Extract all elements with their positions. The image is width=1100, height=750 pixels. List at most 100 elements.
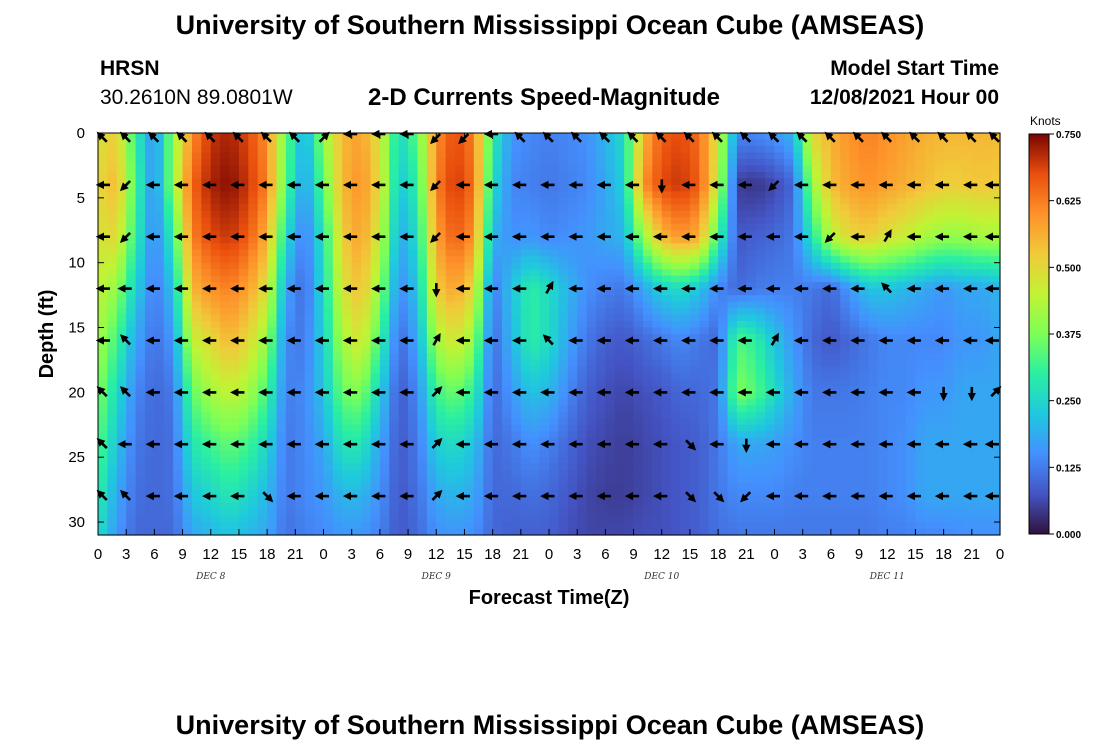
- heatmap-cell: [276, 431, 287, 439]
- heatmap-cell: [605, 295, 616, 303]
- heatmap-cell: [267, 398, 278, 406]
- heatmap-cell: [708, 171, 719, 179]
- heatmap-cell: [351, 236, 362, 244]
- heatmap-cell: [821, 191, 832, 199]
- heatmap-cell: [736, 301, 747, 309]
- heatmap-cell: [464, 470, 475, 478]
- heatmap-cell: [229, 353, 240, 361]
- heatmap-cell: [304, 359, 315, 368]
- heatmap-cell: [567, 321, 578, 329]
- heatmap-cell: [201, 171, 212, 179]
- heatmap-cell: [238, 314, 249, 322]
- heatmap-cell: [445, 223, 456, 231]
- heatmap-cell: [736, 171, 747, 179]
- heatmap-cell: [520, 145, 531, 154]
- heatmap-cell: [502, 411, 513, 419]
- heatmap-cell: [502, 262, 513, 270]
- heatmap-cell: [191, 256, 202, 264]
- heatmap-cell: [361, 165, 372, 173]
- heatmap-cell: [689, 295, 700, 303]
- heatmap-cell: [502, 385, 513, 393]
- heatmap-cell: [426, 243, 437, 251]
- heatmap-cell: [98, 139, 108, 147]
- heatmap-cell: [746, 295, 757, 303]
- heatmap-cell: [379, 359, 390, 368]
- heatmap-cell: [426, 230, 437, 238]
- heatmap-cell: [473, 528, 484, 536]
- heatmap-cell: [473, 152, 484, 160]
- heatmap-cell: [464, 366, 475, 374]
- heatmap-cell: [783, 515, 794, 523]
- heatmap-cell: [144, 256, 155, 264]
- heatmap-cell: [671, 236, 682, 244]
- heatmap-cell: [342, 171, 353, 179]
- heatmap-cell: [492, 359, 503, 368]
- heatmap-cell: [765, 522, 776, 530]
- heatmap-cell: [295, 418, 306, 426]
- heatmap-cell: [370, 353, 381, 361]
- heatmap-cell: [229, 139, 240, 147]
- heatmap-cell: [351, 321, 362, 329]
- heatmap-cell: [445, 171, 456, 179]
- heatmap-cell: [652, 139, 663, 147]
- heatmap-cell: [182, 379, 193, 387]
- heatmap-cell: [398, 197, 409, 205]
- heatmap-cell: [755, 457, 766, 465]
- heatmap-cell: [323, 314, 334, 322]
- heatmap-cell: [389, 145, 400, 154]
- heatmap-cell: [408, 502, 419, 510]
- heatmap-cell: [605, 457, 616, 465]
- heatmap-cell: [445, 463, 456, 471]
- heatmap-cell: [389, 457, 400, 465]
- heatmap-cell: [257, 476, 268, 484]
- heatmap-cell: [511, 522, 522, 530]
- heatmap-cell: [699, 230, 710, 238]
- heatmap-cell: [483, 522, 494, 530]
- heatmap-cell: [605, 256, 616, 264]
- heatmap-cell: [342, 359, 353, 368]
- heatmap-cell: [351, 204, 362, 212]
- heatmap-cell: [173, 463, 184, 471]
- heatmap-cell: [549, 522, 559, 530]
- heatmap-cell: [426, 171, 437, 179]
- heatmap-cell: [774, 353, 785, 361]
- heatmap-cell: [502, 191, 513, 199]
- heatmap-cell: [417, 424, 428, 432]
- heatmap-cell: [633, 489, 644, 497]
- heatmap-cell: [483, 450, 494, 458]
- heatmap-cell: [126, 496, 137, 504]
- heatmap-cell: [144, 223, 155, 231]
- heatmap-cell: [445, 133, 456, 141]
- heatmap-cell: [746, 398, 757, 406]
- heatmap-cell: [502, 249, 513, 257]
- heatmap-cell: [492, 243, 503, 251]
- heatmap-cell: [144, 217, 155, 225]
- heatmap-cell: [633, 515, 644, 523]
- heatmap-cell: [144, 327, 155, 335]
- heatmap-cell: [389, 470, 400, 478]
- heatmap-cell: [276, 191, 287, 199]
- heatmap-cell: [473, 340, 484, 348]
- heatmap-cell: [182, 502, 193, 510]
- heatmap-cell: [464, 249, 475, 257]
- heatmap-cell: [849, 204, 860, 212]
- heatmap-cell: [445, 457, 456, 465]
- heatmap-cell: [361, 502, 372, 510]
- heatmap-cell: [661, 509, 672, 517]
- heatmap-cell: [154, 483, 165, 491]
- heatmap-cell: [107, 327, 118, 335]
- heatmap-cell: [539, 515, 550, 523]
- heatmap-cell: [849, 139, 860, 147]
- heatmap-cell: [652, 379, 663, 387]
- heatmap-cell: [727, 476, 738, 484]
- heatmap-cell: [426, 321, 437, 329]
- heatmap-cell: [191, 515, 202, 523]
- heatmap-cell: [830, 256, 841, 264]
- heatmap-cell: [492, 288, 503, 296]
- heatmap-cell: [605, 398, 616, 406]
- heatmap-cell: [661, 191, 672, 199]
- heatmap-cell: [220, 230, 231, 238]
- heatmap-cell: [398, 314, 409, 322]
- heatmap-cell: [295, 372, 306, 380]
- heatmap-cell: [633, 139, 644, 147]
